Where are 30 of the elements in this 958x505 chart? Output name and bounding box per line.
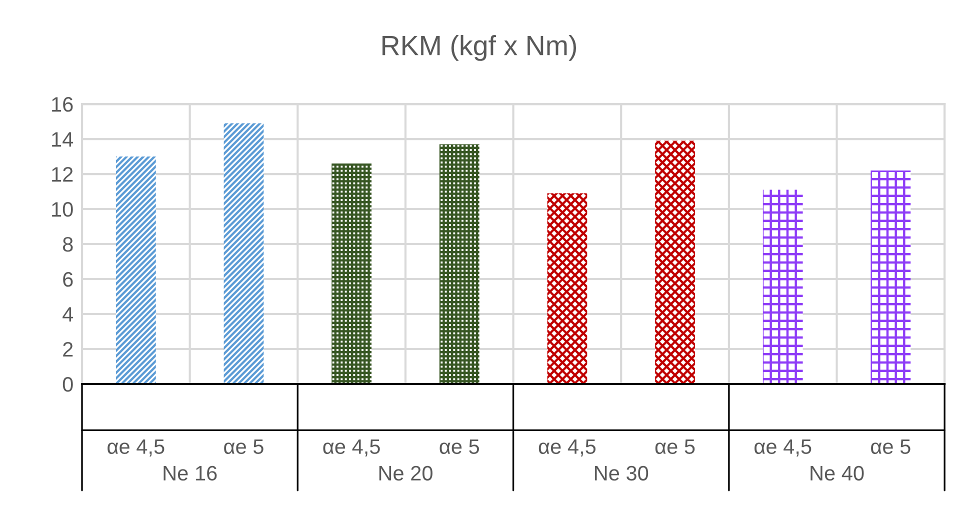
y-tick-label: 14 bbox=[52, 132, 74, 147]
y-tick-label: 2 bbox=[63, 342, 73, 357]
text: Ne 16 bbox=[164, 466, 217, 481]
x-tick-label: αe 4,5 bbox=[323, 439, 380, 456]
x-tick-label: αe 4,5 bbox=[538, 439, 596, 456]
chart-title: RKM (kgf x Nm) bbox=[382, 35, 576, 61]
bar bbox=[762, 190, 803, 384]
y-tick-label: 0 bbox=[62, 377, 73, 392]
y-tick-label: 4 bbox=[62, 307, 74, 322]
x-tick-label: αe 5 bbox=[440, 439, 480, 454]
text: Ne 30 bbox=[595, 466, 648, 481]
y-tick-label: 16 bbox=[52, 97, 73, 112]
x-tick-label: αe 5 bbox=[655, 439, 695, 454]
y-tick-label: 10 bbox=[52, 202, 73, 217]
bar bbox=[116, 156, 156, 384]
text: Ne 40 bbox=[810, 466, 864, 481]
bar bbox=[439, 144, 480, 384]
text: Ne 20 bbox=[379, 466, 432, 481]
bar bbox=[332, 164, 372, 384]
bar bbox=[547, 193, 588, 384]
x-tick-label: αe 5 bbox=[224, 439, 264, 454]
y-tick-label: 6 bbox=[63, 272, 73, 287]
y-tick-label: 8 bbox=[62, 237, 73, 252]
bar bbox=[655, 140, 695, 384]
bar bbox=[224, 123, 264, 384]
bar bbox=[870, 170, 911, 384]
y-tick-label: 12 bbox=[52, 167, 73, 182]
x-tick-label: αe 4,5 bbox=[108, 439, 164, 456]
x-tick-label: αe 4,5 bbox=[754, 439, 812, 456]
x-tick-label: αe 5 bbox=[871, 439, 910, 454]
